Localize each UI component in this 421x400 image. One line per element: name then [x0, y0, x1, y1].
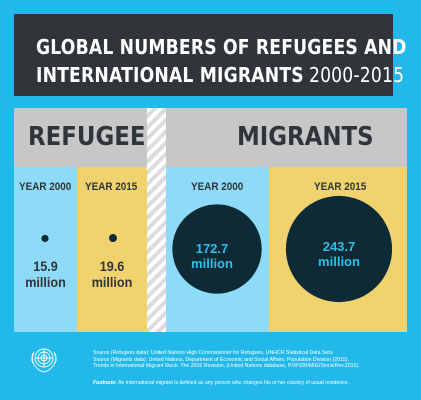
sources-text: Source (Refugees data): United Nations H… [93, 350, 360, 370]
divider-stripe [147, 108, 166, 332]
title-years: 2000-2015 [308, 63, 405, 87]
footnote-text: An international migrant is defined as a… [118, 380, 350, 386]
refugees-2000-value: 15.9 million [25, 258, 66, 290]
refugees-2015-column: YEAR 2015 [77, 167, 147, 332]
migrants-2015-year: YEAR 2015 [314, 181, 367, 193]
title-line-2-text: INTERNATIONAL MIGRANTS [36, 63, 304, 87]
refugees-2015-bubble [109, 234, 117, 243]
title-line-2: INTERNATIONAL MIGRANTS 2000-2015 [36, 63, 404, 87]
migrants-header: MIGRANTS [166, 108, 407, 167]
migrants-2015-value: 243.7 million [318, 239, 360, 269]
un-emblem-icon [27, 344, 61, 381]
migrants-2000-year: YEAR 2000 [191, 181, 244, 193]
refugees-2000-year: YEAR 2000 [19, 181, 72, 193]
footnote-label: Footnote: [93, 380, 117, 386]
migrants-2000-value: 172.7 million [191, 241, 233, 271]
refugees-2000-bubble [41, 234, 49, 243]
migrants-title: MIGRANTS [237, 122, 374, 152]
refugees-2015-value: 19.6 million [91, 258, 133, 290]
refugees-2000-column: YEAR 2000 [14, 167, 77, 332]
footnote: Footnote: An international migrant is de… [93, 380, 411, 387]
refugees-header: REFUGEES [14, 108, 162, 167]
title-line-1: GLOBAL NUMBERS OF REFUGEES AND [36, 35, 407, 59]
migrants-2000-bubble [172, 204, 262, 294]
refugees-title: REFUGEES [28, 122, 162, 152]
refugees-2015-year: YEAR 2015 [85, 181, 138, 193]
title-bar: GLOBAL NUMBERS OF REFUGEES AND INTERNATI… [14, 14, 406, 96]
migrants-2015-bubble [285, 195, 393, 303]
